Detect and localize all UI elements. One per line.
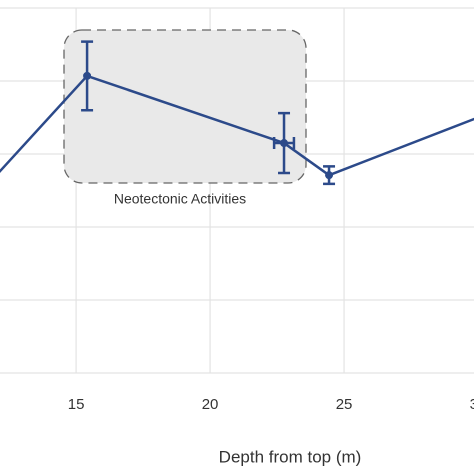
point bbox=[83, 71, 92, 80]
x-axis-label: Depth from top (m) bbox=[219, 447, 362, 466]
x-tick-label: 15 bbox=[68, 396, 85, 413]
point bbox=[280, 139, 289, 148]
point bbox=[325, 171, 334, 180]
annotation: Neotectonic Activities bbox=[114, 191, 246, 207]
x-tick-label: 25 bbox=[336, 396, 353, 413]
x-tick-label: 30 bbox=[470, 396, 474, 413]
x-tick-label: 20 bbox=[202, 396, 219, 413]
annotation-box bbox=[63, 29, 307, 184]
